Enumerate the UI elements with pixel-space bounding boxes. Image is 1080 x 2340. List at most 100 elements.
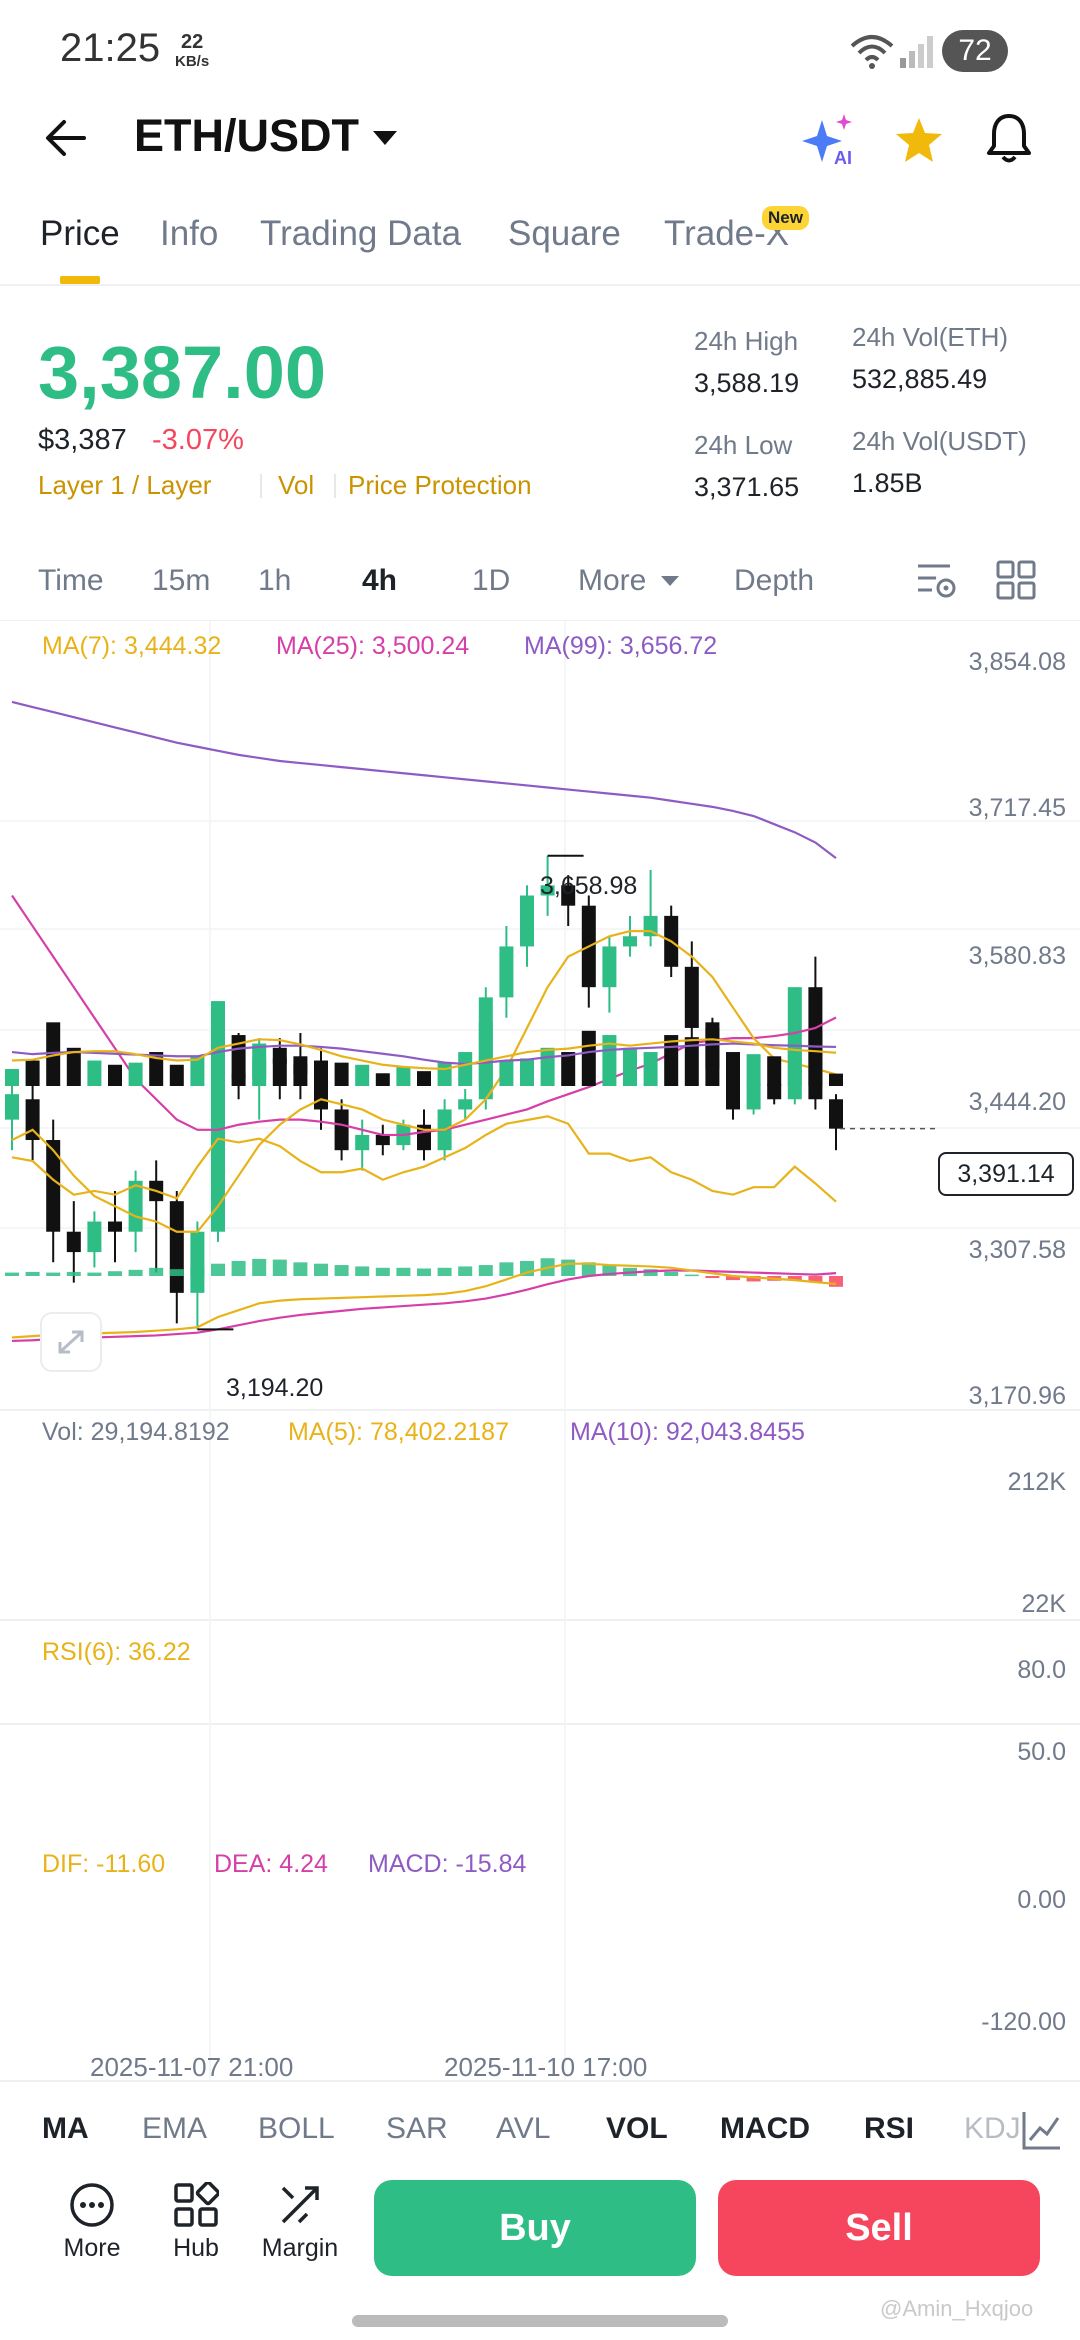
- macd-histogram-bar: [478, 1265, 493, 1276]
- indicator-tab-ma[interactable]: MA: [42, 2112, 89, 2145]
- date-label: 2025-11-07 21:00: [90, 2052, 294, 2082]
- indicator-tab-macd[interactable]: MACD: [720, 2112, 810, 2145]
- ai-sparkle-icon[interactable]: AI: [800, 112, 860, 166]
- network-speed-value: 22: [180, 31, 204, 53]
- signal-icon: [900, 36, 933, 68]
- home-indicator[interactable]: [352, 2315, 728, 2327]
- low-marker-label: 3,194.20: [226, 1374, 324, 1402]
- more-button[interactable]: More: [52, 2182, 132, 2263]
- indicator-tab-kdj[interactable]: KDJ: [964, 2112, 1021, 2145]
- volume-bar: [437, 1062, 452, 1086]
- interval-1d[interactable]: 1D: [472, 564, 511, 597]
- margin-label: Margin: [261, 2234, 339, 2262]
- battery-indicator: 72: [942, 30, 1008, 72]
- buy-button[interactable]: Buy: [374, 2180, 696, 2276]
- new-badge: New: [762, 206, 809, 230]
- kline-chart[interactable]: [0, 620, 1080, 2080]
- candle-body: [767, 1083, 782, 1100]
- macd-histogram-bar: [726, 1276, 740, 1281]
- candle-body: [46, 1140, 61, 1232]
- pair-selector[interactable]: ETH/USDT: [134, 110, 359, 162]
- macd-histogram-bar: [829, 1276, 843, 1287]
- volume-bars: [5, 1001, 843, 1086]
- vol-eth-24h-value: 532,885.49: [852, 364, 988, 394]
- candle-body: [520, 895, 534, 947]
- tab-square[interactable]: Square: [508, 214, 621, 253]
- macd-dea-legend: DEA: 4.24: [214, 1850, 328, 1878]
- indicator-tab-boll[interactable]: BOLL: [258, 2112, 335, 2145]
- tab-trading-data[interactable]: Trading Data: [260, 214, 462, 253]
- macd-histogram-bar: [581, 1262, 596, 1276]
- candle-body: [355, 1134, 370, 1151]
- volume-bar: [726, 1052, 740, 1086]
- chart-settings-icon[interactable]: [1020, 2110, 1062, 2152]
- macd-histogram-bar: [87, 1272, 102, 1276]
- tab-info[interactable]: Info: [160, 214, 219, 253]
- price-axis-label: 3,854.08: [968, 648, 1066, 676]
- favorite-star-icon[interactable]: [894, 116, 944, 164]
- fullscreen-button[interactable]: [40, 1312, 102, 1372]
- interval-15m[interactable]: 15m: [152, 564, 211, 597]
- more-caret-icon[interactable]: [660, 575, 680, 587]
- ma7-legend: MA(7): 3,444.32: [42, 632, 222, 660]
- indicator-tab-vol[interactable]: VOL: [606, 2112, 668, 2145]
- macd-dif-line: [11, 1262, 837, 1339]
- interval-time[interactable]: Time: [38, 564, 104, 597]
- candle-body: [211, 1073, 225, 1232]
- volume-axis-label: 212K: [1007, 1468, 1066, 1496]
- interval-1h[interactable]: 1h: [258, 564, 292, 597]
- indicator-tab-avl[interactable]: AVL: [496, 2112, 551, 2145]
- macd-histogram-bar: [25, 1271, 40, 1276]
- back-arrow-icon[interactable]: [44, 118, 88, 158]
- volume-bar: [5, 1069, 19, 1086]
- ma25-legend: MA(25): 3,500.24: [276, 632, 470, 660]
- rsi-legend: RSI(6): 36.22: [42, 1638, 191, 1666]
- caret-down-icon[interactable]: [372, 130, 398, 146]
- sell-button[interactable]: Sell: [718, 2180, 1040, 2276]
- volume-bar: [602, 1035, 617, 1086]
- tab-price[interactable]: Price: [40, 214, 120, 253]
- volume-bar: [623, 1047, 637, 1086]
- indicator-tab-ema[interactable]: EMA: [142, 2112, 208, 2145]
- rsi-axis-label: 80.0: [1017, 1656, 1066, 1684]
- macd-histogram-bar: [252, 1258, 267, 1276]
- tag-price-protection[interactable]: Price Protection: [348, 470, 532, 500]
- volume-bar: [417, 1071, 431, 1086]
- volume-bar: [684, 1037, 699, 1086]
- volume-bar: [540, 1047, 555, 1086]
- indicator-tab-rsi[interactable]: RSI: [864, 2112, 915, 2145]
- svg-text:AI: AI: [834, 148, 852, 166]
- candle-body: [602, 946, 617, 988]
- volume-bar: [787, 1043, 802, 1086]
- active-tab-indicator: [60, 276, 100, 284]
- margin-button[interactable]: Margin: [260, 2182, 340, 2263]
- volume-bar: [66, 1047, 81, 1086]
- interval-4h[interactable]: 4h: [362, 564, 398, 597]
- interval-depth[interactable]: Depth: [734, 564, 815, 597]
- macd-histogram-bar: [664, 1271, 679, 1276]
- macd-axis-label: -120.00: [981, 2008, 1066, 2036]
- tag-vol[interactable]: Vol: [278, 470, 315, 500]
- rsi6-line: [11, 1115, 837, 1203]
- macd-histogram-bar: [375, 1267, 390, 1276]
- layout-grid-icon[interactable]: [996, 560, 1036, 600]
- tag-layer[interactable]: Layer 1 / Layer: [38, 470, 212, 500]
- volume-bar: [643, 1052, 658, 1086]
- notification-bell-icon[interactable]: [986, 112, 1032, 164]
- candle-body: [829, 1099, 843, 1129]
- hub-button[interactable]: Hub: [156, 2182, 236, 2263]
- macd-histogram-bar: [458, 1266, 473, 1276]
- macd-histogram-bar: [149, 1267, 164, 1276]
- volume-bar: [458, 1052, 473, 1086]
- candle-body: [458, 1099, 473, 1110]
- macd-histogram-bar: [46, 1272, 61, 1276]
- macd-histogram-bar: [417, 1268, 431, 1276]
- volume-bar: [149, 1052, 164, 1086]
- interval-more[interactable]: More: [578, 564, 647, 597]
- volume-bar: [169, 1064, 184, 1086]
- chart-grid: [0, 620, 1080, 2080]
- indicator-tab-sar[interactable]: SAR: [386, 2112, 448, 2145]
- macd-histogram-bar: [705, 1276, 720, 1279]
- volume-bar: [46, 1022, 61, 1086]
- indicator-settings-icon[interactable]: [916, 560, 958, 600]
